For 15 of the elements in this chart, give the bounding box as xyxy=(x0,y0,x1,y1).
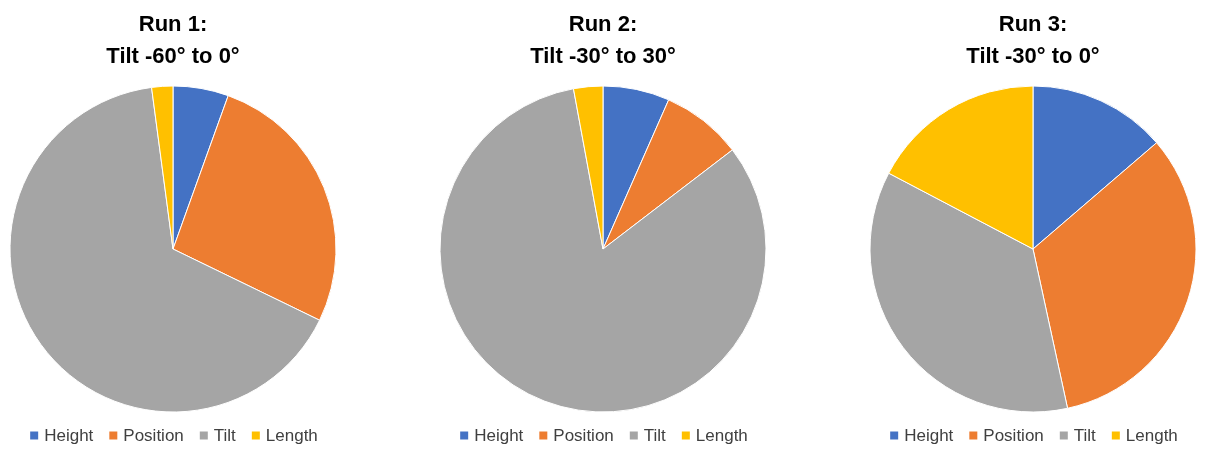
chart-title: Run 1: Tilt -60° to 0° xyxy=(106,10,240,68)
legend-label: Length xyxy=(265,426,318,445)
legend-label: Height xyxy=(44,426,94,445)
legend-label: Length xyxy=(695,426,748,445)
legend-label: Height xyxy=(904,426,954,445)
chart-title: Run 3: Tilt -30° to 0° xyxy=(966,10,1100,68)
legend-label: Tilt xyxy=(213,426,237,445)
legend-label: Height xyxy=(474,426,524,445)
chart-title: Run 2: Tilt -30° to 30° xyxy=(530,10,676,68)
legend-label: Length xyxy=(1125,426,1178,445)
legend-label: Position xyxy=(553,426,614,445)
legend-label: Position xyxy=(983,426,1044,445)
legend-label: Tilt xyxy=(1073,426,1097,445)
legend-label: Tilt xyxy=(643,426,667,445)
legend-label: Position xyxy=(123,426,184,445)
